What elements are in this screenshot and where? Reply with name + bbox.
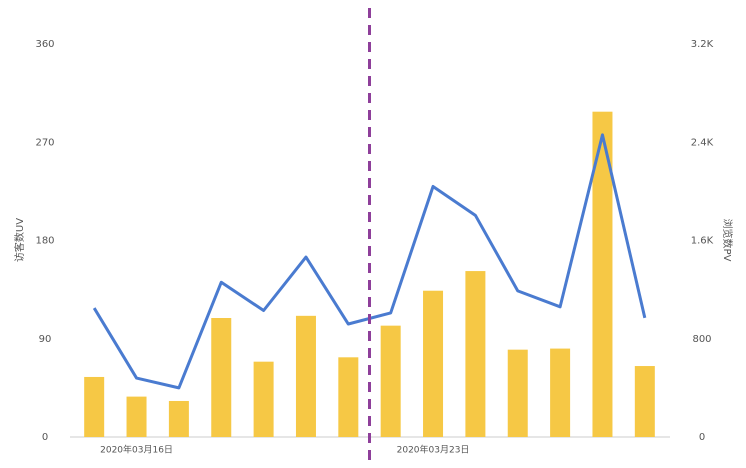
bar: [507, 349, 528, 437]
bar: [380, 325, 401, 437]
bar: [295, 315, 316, 437]
y2-tick-label: 3.2K: [691, 39, 714, 50]
bar: [168, 400, 189, 437]
bar: [465, 271, 486, 437]
bar: [253, 361, 274, 437]
y2-tick-label: 1.6K: [691, 236, 714, 247]
x-tick-label: 2020年03月23日: [397, 444, 470, 456]
bar: [84, 376, 105, 437]
y-tick-label: 270: [35, 137, 54, 148]
bar: [550, 348, 571, 437]
y-tick-label: 180: [35, 236, 54, 247]
x-tick-label: 2020年03月16日: [100, 444, 173, 456]
y2-axis-title: 浏览数PV: [721, 219, 734, 262]
y-tick-label: 360: [35, 39, 54, 50]
bar: [634, 366, 655, 437]
bar: [338, 357, 359, 437]
y-axis-title: 访客数UV: [13, 218, 26, 262]
y2-tick-label: 800: [692, 334, 711, 345]
bar: [592, 111, 613, 437]
y-tick-label: 0: [42, 432, 48, 443]
bar: [126, 396, 147, 437]
y2-tick-label: 2.4K: [691, 137, 714, 148]
y2-tick-label: 0: [699, 432, 705, 443]
bar: [211, 318, 232, 437]
y-tick-label: 90: [39, 334, 52, 345]
bar: [423, 290, 444, 437]
